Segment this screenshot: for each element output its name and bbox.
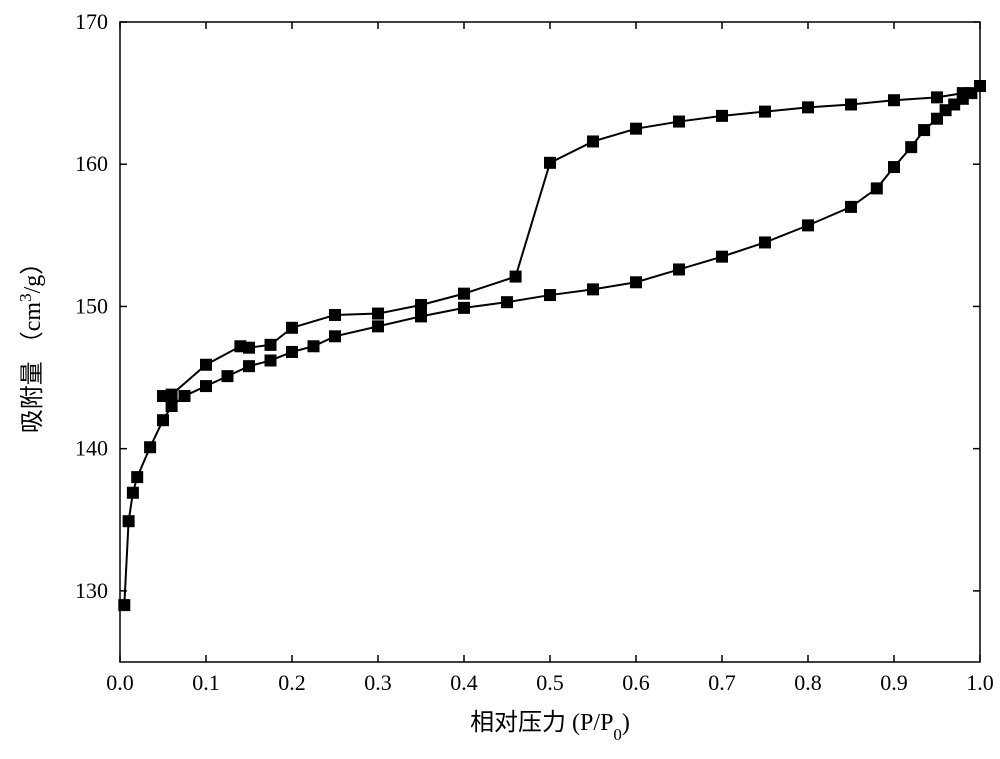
chart-svg: 0.0 0.1 0.2 0.3 0.4 0.5 0.6 0.7 0.8 0.9 1.0 130 140 1… (0, 0, 1000, 759)
svg-text:1.0: 1.0 (966, 670, 994, 695)
svg-text:130: 130 (75, 578, 108, 603)
isotherm-chart: 0.0 0.1 0.2 0.3 0.4 0.5 0.6 0.7 0.8 0.9 1.0 130 140 1… (0, 0, 1000, 759)
svg-text:0.7: 0.7 (708, 670, 736, 695)
svg-text:吸附量 （cm3/g）: 吸附量 （cm3/g） (16, 251, 47, 434)
svg-text:相对压力 (P/P0): 相对压力 (P/P0) (470, 709, 630, 744)
svg-text:0.6: 0.6 (622, 670, 650, 695)
svg-text:0.2: 0.2 (278, 670, 306, 695)
svg-text:0.1: 0.1 (192, 670, 220, 695)
svg-text:160: 160 (75, 151, 108, 176)
svg-text:140: 140 (75, 436, 108, 461)
svg-text:170: 170 (75, 9, 108, 34)
svg-text:0.4: 0.4 (450, 670, 478, 695)
svg-text:0.3: 0.3 (364, 670, 392, 695)
svg-text:150: 150 (75, 293, 108, 318)
svg-text:0.9: 0.9 (880, 670, 908, 695)
svg-text:0.5: 0.5 (536, 670, 564, 695)
svg-text:0.0: 0.0 (106, 670, 134, 695)
svg-text:0.8: 0.8 (794, 670, 822, 695)
